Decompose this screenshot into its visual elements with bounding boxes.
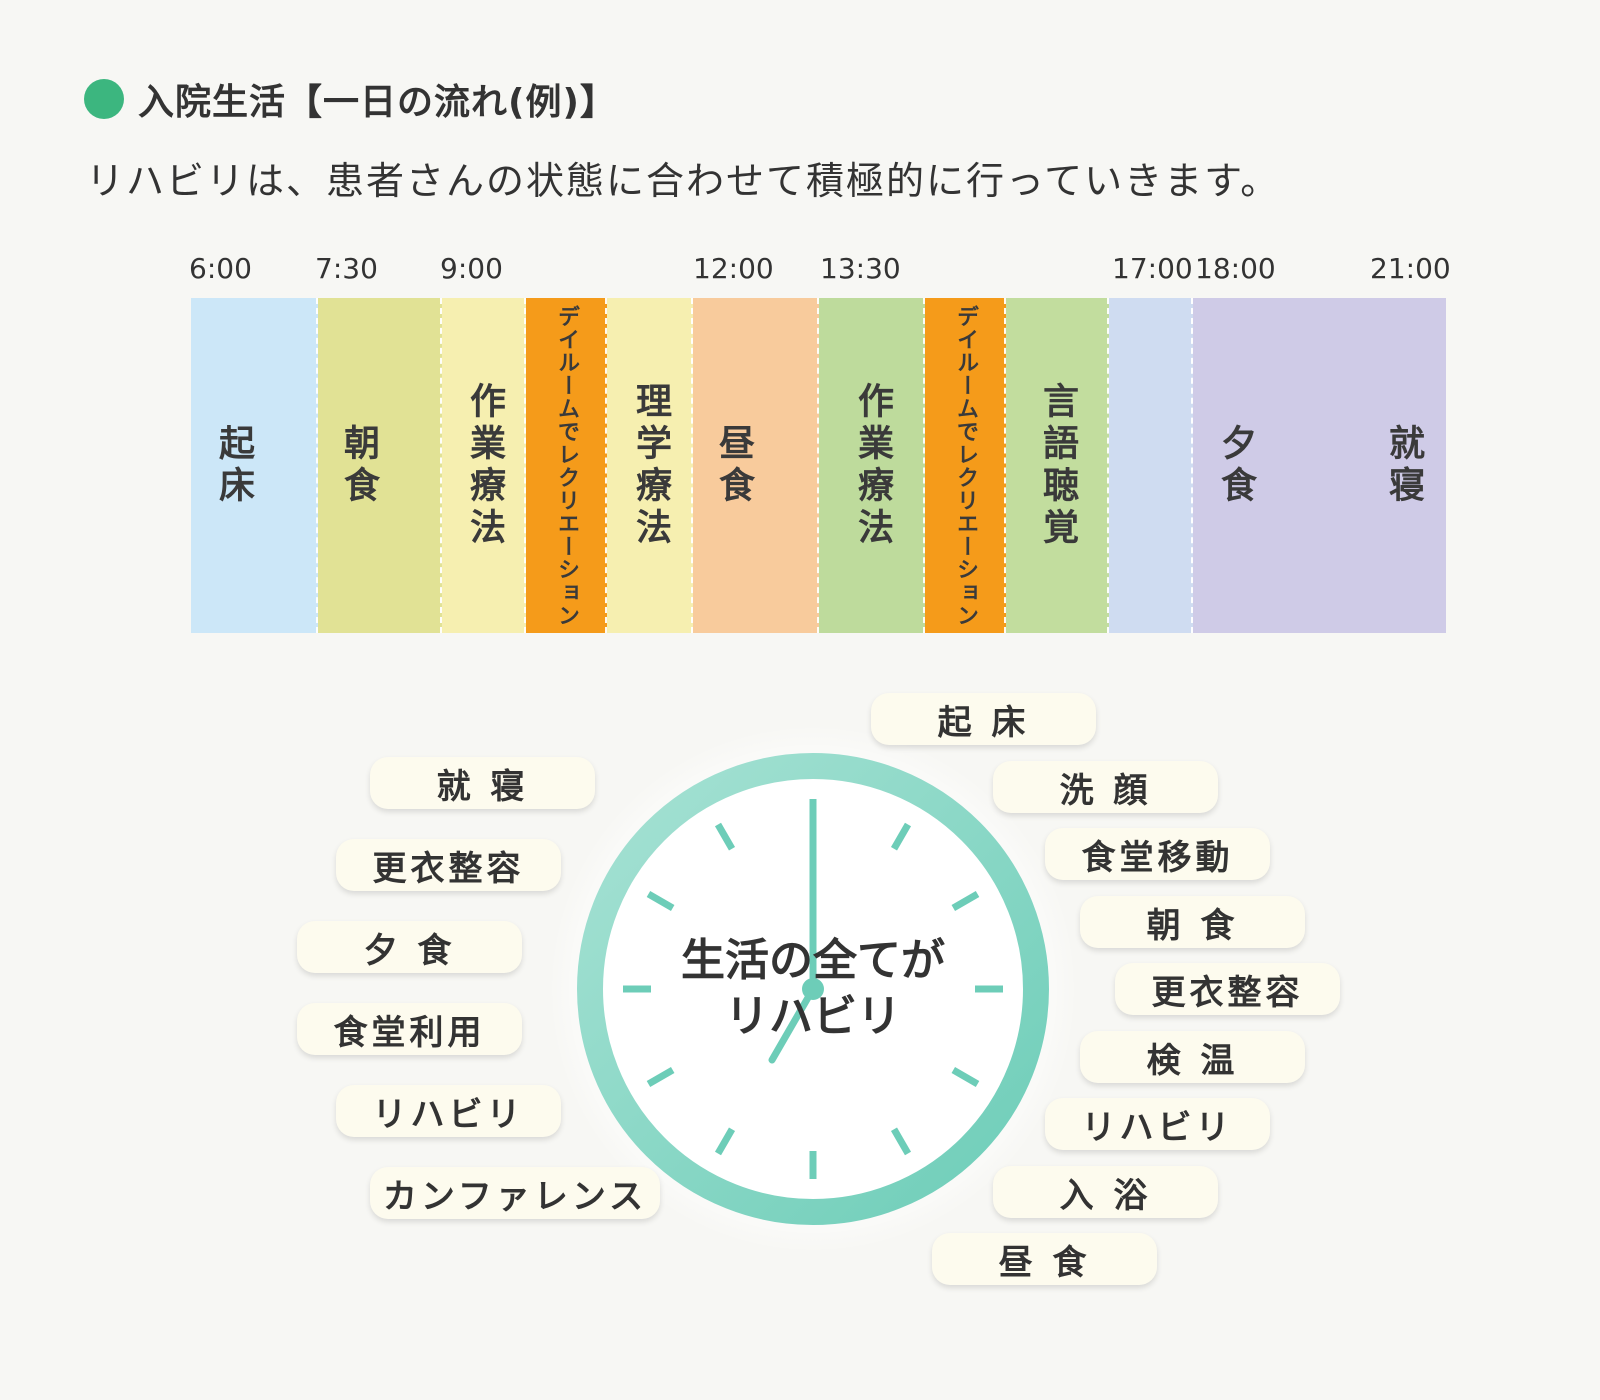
timeline-segment-wake: 起床: [191, 298, 318, 633]
timeline-segment-recreation: デイルームでレクリエーション: [526, 298, 607, 633]
timeline-segment-occupational-therapy-pm: 作業療法: [819, 298, 925, 633]
activity-pill: 昼 食: [932, 1233, 1157, 1285]
time-label: 21:00: [1370, 252, 1451, 285]
time-label: 9:00: [440, 252, 503, 285]
clock-tick: [890, 1127, 912, 1156]
timeline-segment-speech-therapy: 言語聴覚: [1006, 298, 1109, 633]
clock-hub: [802, 978, 824, 1000]
activity-pill: 入 浴: [993, 1166, 1218, 1218]
activity-pill: 検 温: [1080, 1031, 1305, 1083]
segment-label: 作業療法: [852, 381, 893, 550]
segment-label: 昼食: [713, 423, 754, 508]
segment-label: デイルームでレクリエーション: [953, 304, 978, 627]
timeline-segment-lunch: 昼食: [693, 298, 819, 633]
timeline-segment-recreation-pm: デイルームでレクリエーション: [925, 298, 1006, 633]
timeline-segment-physical-therapy: 理学療法: [607, 298, 693, 633]
segment-label: デイルームでレクリエーション: [554, 304, 579, 627]
activity-pill: リハビリ: [1045, 1098, 1270, 1150]
clock-tick: [646, 1066, 675, 1088]
activity-pill: 就 寝: [370, 757, 595, 809]
segment-label: 理学療法: [630, 381, 671, 550]
clock-tick: [646, 890, 675, 912]
timeline-time-labels: 6:00 7:30 9:00 12:00 13:30 17:00 18:00 2…: [0, 252, 1600, 292]
time-label: 17:00: [1112, 252, 1193, 285]
heading-bullet-icon: [84, 79, 124, 119]
section-heading: 入院生活【一日の流れ(例)】: [84, 74, 617, 124]
clock-ticks: [623, 799, 1003, 1179]
clock-tick: [951, 890, 980, 912]
segment-label: 朝食: [338, 423, 379, 508]
time-label: 6:00: [189, 252, 252, 285]
clock-tick: [951, 1066, 980, 1088]
clock-tick: [714, 822, 736, 851]
page-title: 入院生活【一日の流れ(例)】: [138, 82, 617, 123]
page-subtitle: リハビリは、患者さんの状態に合わせて積極的に行っていきます。: [86, 159, 1281, 203]
activity-pill: 洗 顔: [993, 761, 1218, 813]
time-label: 12:00: [693, 252, 774, 285]
clock-tick: [714, 1127, 736, 1156]
activity-pill: 食堂利用: [297, 1003, 522, 1055]
daily-timeline: 起床 朝食 作業療法 デイルームでレクリエーション 理学療法 昼食 作業療法 デ…: [191, 298, 1446, 633]
segment-label: 夕食: [1215, 423, 1256, 508]
segment-label: 作業療法: [464, 381, 505, 550]
clock-caption-line: 生活の全てが: [681, 935, 945, 986]
activity-pill: 食堂移動: [1045, 828, 1270, 880]
time-label: 18:00: [1195, 252, 1276, 285]
timeline-segment-free-time: [1109, 298, 1193, 633]
activity-pill: 起 床: [871, 693, 1096, 745]
clock-caption-line: リハビリ: [725, 991, 901, 1042]
timeline-segment-evening: 夕食 就寝: [1193, 298, 1446, 633]
timeline-segment-breakfast: 朝食: [318, 298, 442, 633]
timeline-segment-occupational-therapy: 作業療法: [442, 298, 526, 633]
activity-pill: リハビリ: [336, 1085, 561, 1137]
time-label: 13:30: [820, 252, 901, 285]
activity-pill: 夕 食: [297, 921, 522, 973]
activity-pill: 更衣整容: [1115, 963, 1340, 1015]
activity-pill: カンファレンス: [370, 1167, 660, 1219]
activity-pill: 朝 食: [1080, 896, 1305, 948]
activity-pill: 更衣整容: [336, 839, 561, 891]
segment-label: 言語聴覚: [1037, 381, 1078, 550]
time-label: 7:30: [315, 252, 378, 285]
clock-hour-hand: [768, 985, 817, 1064]
clock-tick: [890, 822, 912, 851]
segment-label: 就寝: [1383, 423, 1424, 508]
clock-caption: 生活の全てが リハビリ: [681, 933, 945, 1045]
segment-label: 起床: [213, 423, 254, 508]
